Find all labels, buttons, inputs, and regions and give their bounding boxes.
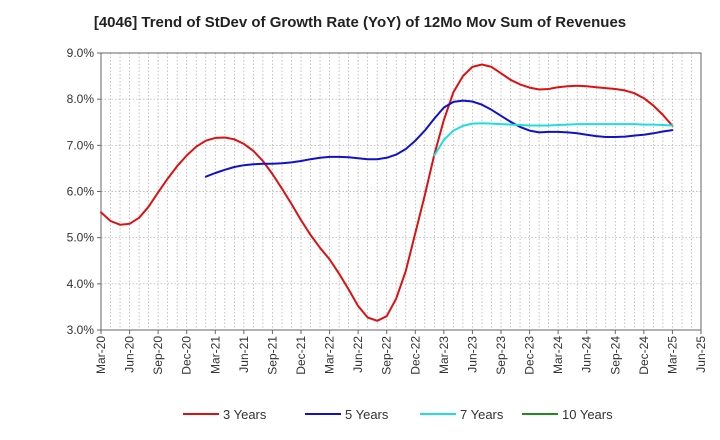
x-tick-label: Jun-24: [580, 336, 594, 373]
x-tick-label: Dec-21: [294, 336, 308, 375]
legend: 3 Years 5 Years 7 Years 10 Years: [183, 407, 613, 422]
x-tick-label: Dec-22: [408, 336, 422, 375]
x-tick-label: Dec-20: [180, 336, 194, 375]
legend-label-7-years: 7 Years: [460, 407, 504, 422]
y-tick-label: 8.0%: [67, 92, 95, 106]
grid: [101, 52, 701, 330]
y-tick-label: 7.0%: [67, 138, 95, 152]
x-tick-label: Sep-21: [265, 336, 279, 375]
y-tick-label: 9.0%: [67, 46, 95, 60]
x-tick-label: Sep-23: [494, 336, 508, 375]
x-tick-label: Mar-20: [94, 336, 108, 374]
series-line-7-years: [433, 122, 674, 157]
x-tick-label: Sep-22: [380, 336, 394, 375]
y-tick-label: 3.0%: [67, 323, 95, 337]
series-lines: [100, 63, 674, 322]
series-line-5-years: [204, 99, 674, 178]
x-tick-label: Jun-25: [694, 336, 708, 373]
legend-label-3-years: 3 Years: [223, 407, 267, 422]
y-tick-label: 6.0%: [67, 185, 95, 199]
legend-label-5-years: 5 Years: [345, 407, 389, 422]
legend-label-10-years: 10 Years: [562, 407, 613, 422]
x-tick-label: Dec-24: [637, 336, 651, 375]
x-tick-label: Sep-20: [151, 336, 165, 375]
x-tick-label: Jun-21: [237, 336, 251, 373]
x-tick-label: Mar-22: [323, 336, 337, 374]
x-tick-label: Mar-24: [551, 336, 565, 374]
series-line-3-years: [100, 63, 674, 322]
chart-title: [4046] Trend of StDev of Growth Rate (Yo…: [93, 14, 627, 31]
y-tick-label: 5.0%: [67, 231, 95, 245]
x-tick-label: Mar-25: [665, 336, 679, 374]
x-tick-label: Dec-23: [523, 336, 537, 375]
x-tick-label: Sep-24: [608, 336, 622, 375]
x-tick-label: Jun-20: [123, 336, 137, 373]
x-tick-label: Jun-23: [465, 336, 479, 373]
axes: 3.0% 4.0% 5.0% 6.0% 7.0% 8.0% 9.0% Mar-20 Jun-20…: [67, 46, 708, 375]
plot-area-border: [100, 52, 702, 331]
x-tick-label: Mar-23: [437, 336, 451, 374]
y-tick-label: 4.0%: [67, 277, 95, 291]
x-tick-label: Mar-21: [208, 336, 222, 374]
x-tick-label: Jun-22: [351, 336, 365, 373]
